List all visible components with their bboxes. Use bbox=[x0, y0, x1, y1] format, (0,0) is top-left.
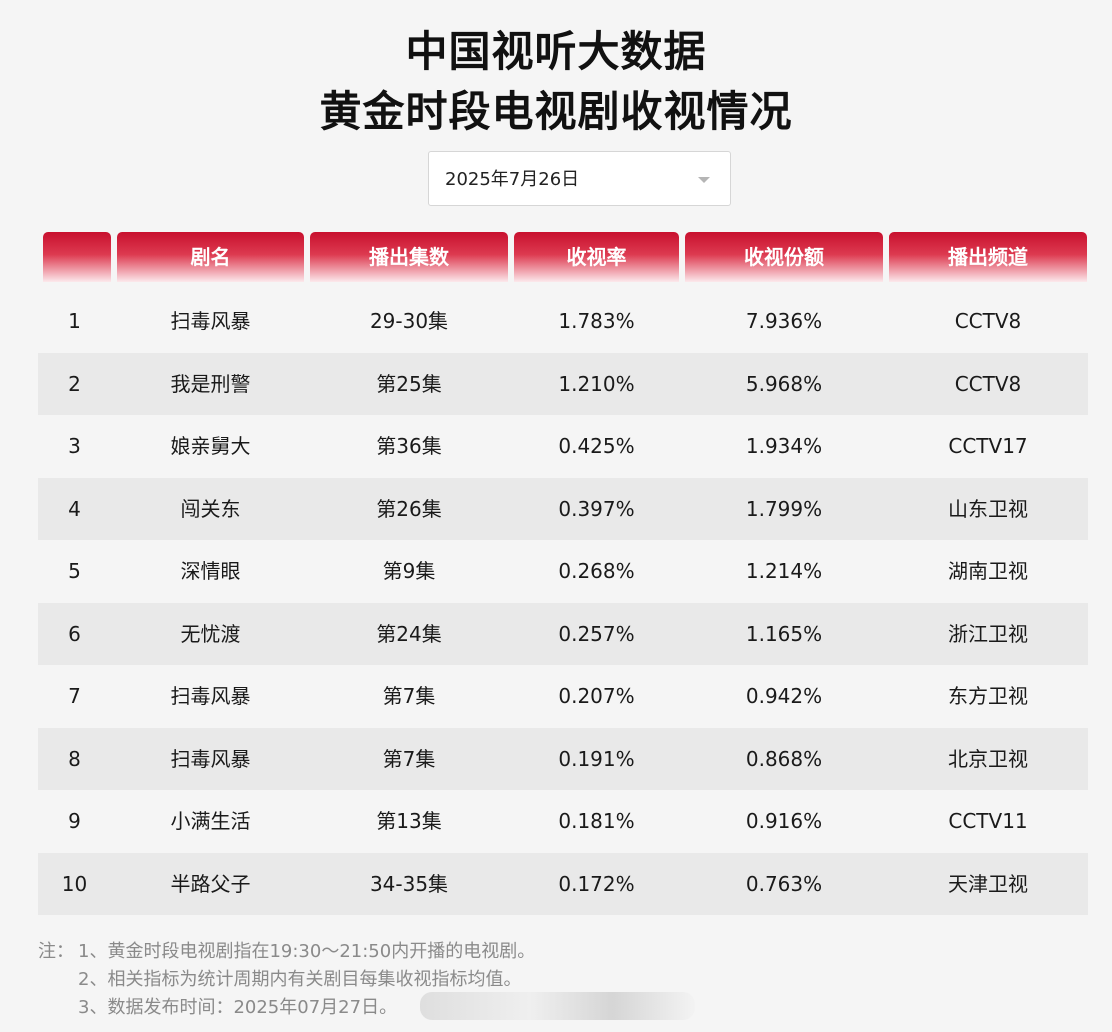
footnote-text: 1、黄金时段电视剧指在19:30～21:50内开播的电视剧。 bbox=[78, 941, 536, 962]
cell-title: 小满生活 bbox=[170, 809, 251, 833]
footnote-line: 注： 1、黄金时段电视剧指在19:30～21:50内开播的电视剧。 bbox=[38, 938, 535, 966]
header-rating: 收视率 bbox=[514, 232, 679, 282]
footnote-line: 3、数据发布时间：2025年07月27日。 bbox=[38, 994, 535, 1022]
cell-rating: 1.210% bbox=[558, 372, 635, 396]
cell-title: 深情眼 bbox=[180, 559, 241, 583]
footnote-prefix: 注： bbox=[38, 941, 74, 962]
watermark bbox=[420, 992, 695, 1020]
header-episodes: 播出集数 bbox=[310, 232, 508, 282]
cell-title: 扫毒风暴 bbox=[170, 309, 251, 333]
footnote-line: 2、相关指标为统计周期内有关剧目每集收视指标均值。 bbox=[38, 966, 535, 994]
cell-title: 半路父子 bbox=[170, 872, 251, 896]
cell-rating: 0.172% bbox=[558, 872, 635, 896]
cell-episodes: 第7集 bbox=[382, 684, 436, 708]
table-row: 8 扫毒风暴 第7集 0.191% 0.868% 北京卫视 bbox=[38, 728, 1088, 790]
cell-rating: 0.268% bbox=[558, 559, 635, 583]
cell-share: 0.942% bbox=[745, 684, 823, 708]
chevron-down-icon bbox=[698, 177, 710, 183]
footnotes: 注： 1、黄金时段电视剧指在19:30～21:50内开播的电视剧。 2、相关指标为… bbox=[38, 938, 535, 1022]
cell-share: 1.799% bbox=[745, 497, 823, 521]
footnote-text: 3、数据发布时间：2025年07月27日。 bbox=[78, 997, 398, 1018]
header-share: 收视份额 bbox=[685, 232, 883, 282]
cell-title: 闯关东 bbox=[180, 497, 241, 521]
table-row: 4 闯关东 第26集 0.397% 1.799% 山东卫视 bbox=[38, 478, 1088, 540]
cell-rating: 0.257% bbox=[558, 622, 635, 646]
cell-title: 无忧渡 bbox=[180, 622, 241, 646]
cell-episodes: 第24集 bbox=[376, 622, 442, 646]
cell-share: 0.763% bbox=[745, 872, 823, 896]
page-subtitle: 黄金时段电视剧收视情况 bbox=[319, 87, 793, 136]
cell-channel: 北京卫视 bbox=[948, 747, 1028, 771]
cell-episodes: 第9集 bbox=[382, 559, 436, 583]
cell-channel: CCTV11 bbox=[948, 809, 1028, 833]
cell-channel: CCTV17 bbox=[948, 434, 1028, 458]
cell-share: 1.165% bbox=[745, 622, 823, 646]
cell-rating: 0.191% bbox=[558, 747, 635, 771]
cell-rank: 10 bbox=[61, 872, 88, 896]
header-rank bbox=[43, 232, 111, 282]
cell-episodes: 第7集 bbox=[382, 747, 436, 771]
cell-rank: 2 bbox=[68, 372, 81, 396]
cell-title: 扫毒风暴 bbox=[170, 747, 251, 771]
cell-rank: 9 bbox=[68, 809, 81, 833]
cell-episodes: 第36集 bbox=[376, 434, 442, 458]
cell-rating: 1.783% bbox=[558, 309, 635, 333]
table-row: 1 扫毒风暴 29-30集 1.783% 7.936% CCTV8 bbox=[38, 290, 1088, 352]
cell-share: 1.214% bbox=[745, 559, 823, 583]
footnote-text: 2、相关指标为统计周期内有关剧目每集收视指标均值。 bbox=[78, 969, 522, 990]
cell-rank: 3 bbox=[68, 434, 81, 458]
cell-channel: CCTV8 bbox=[954, 372, 1022, 396]
page-title: 中国视听大数据 bbox=[405, 27, 707, 76]
table-row: 3 娘亲舅大 第36集 0.425% 1.934% CCTV17 bbox=[38, 415, 1088, 477]
cell-title: 我是刑警 bbox=[170, 372, 251, 396]
header-channel: 播出频道 bbox=[889, 232, 1087, 282]
table-row: 7 扫毒风暴 第7集 0.207% 0.942% 东方卫视 bbox=[38, 665, 1088, 727]
cell-rating: 0.207% bbox=[558, 684, 635, 708]
cell-share: 0.868% bbox=[745, 747, 823, 771]
cell-episodes: 第26集 bbox=[376, 497, 442, 521]
table-row: 2 我是刑警 第25集 1.210% 5.968% CCTV8 bbox=[38, 353, 1088, 415]
cell-rank: 4 bbox=[68, 497, 81, 521]
table-row: 6 无忧渡 第24集 0.257% 1.165% 浙江卫视 bbox=[38, 603, 1088, 665]
cell-rank: 8 bbox=[68, 747, 81, 771]
cell-share: 1.934% bbox=[745, 434, 823, 458]
cell-channel: 天津卫视 bbox=[948, 872, 1028, 896]
table-row: 10 半路父子 34-35集 0.172% 0.763% 天津卫视 bbox=[38, 853, 1088, 915]
date-select[interactable]: 2025年7月26日 bbox=[428, 151, 731, 206]
cell-rating: 0.425% bbox=[558, 434, 635, 458]
cell-share: 0.916% bbox=[745, 809, 823, 833]
cell-channel: CCTV8 bbox=[954, 309, 1022, 333]
cell-share: 7.936% bbox=[745, 309, 823, 333]
table-row: 9 小满生活 第13集 0.181% 0.916% CCTV11 bbox=[38, 790, 1088, 852]
cell-title: 扫毒风暴 bbox=[170, 684, 251, 708]
cell-rank: 6 bbox=[68, 622, 81, 646]
cell-rank: 5 bbox=[68, 559, 81, 583]
cell-channel: 东方卫视 bbox=[948, 684, 1028, 708]
header-title: 剧名 bbox=[117, 232, 304, 282]
cell-channel: 浙江卫视 bbox=[948, 622, 1028, 646]
cell-episodes: 第13集 bbox=[376, 809, 442, 833]
cell-rating: 0.181% bbox=[558, 809, 635, 833]
cell-episodes: 34-35集 bbox=[369, 872, 449, 896]
cell-episodes: 第25集 bbox=[376, 372, 442, 396]
cell-channel: 湖南卫视 bbox=[948, 559, 1028, 583]
cell-episodes: 29-30集 bbox=[369, 309, 449, 333]
cell-rank: 7 bbox=[68, 684, 81, 708]
table-row: 5 深情眼 第9集 0.268% 1.214% 湖南卫视 bbox=[38, 540, 1088, 602]
cell-rank: 1 bbox=[68, 309, 81, 333]
date-select-value: 2025年7月26日 bbox=[445, 169, 580, 190]
cell-channel: 山东卫视 bbox=[948, 497, 1028, 521]
cell-title: 娘亲舅大 bbox=[170, 434, 251, 458]
cell-share: 5.968% bbox=[745, 372, 823, 396]
cell-rating: 0.397% bbox=[558, 497, 635, 521]
